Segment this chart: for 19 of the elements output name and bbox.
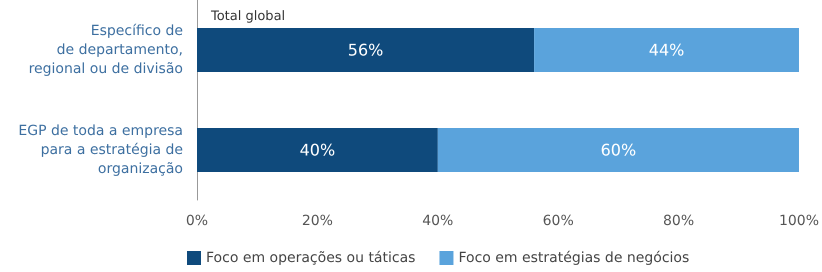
y-tick-label: EGP de toda a empresa para a estratégia de organização <box>18 123 183 177</box>
text: Total global <box>210 9 286 24</box>
x-tick-label: 20% <box>302 213 333 229</box>
data-label: 60% <box>600 140 636 160</box>
y-tick-label: Específico de de departamento, regional ou de divisão <box>28 23 183 77</box>
data-label: 44% <box>648 40 684 60</box>
x-tick-label: 0% <box>186 213 208 229</box>
bar <box>438 128 799 172</box>
x-tick-label: 100% <box>778 213 820 229</box>
bar <box>534 28 799 72</box>
data-label: 56% <box>348 40 384 60</box>
bar <box>197 28 534 72</box>
x-tick-label: 40% <box>422 213 454 229</box>
x-tick-label: 80% <box>663 213 694 229</box>
x-tick-label: 60% <box>542 213 574 229</box>
legend-label: Foco em estratégias de negócios <box>458 250 690 266</box>
data-label: 40% <box>300 140 336 160</box>
bar <box>197 128 438 172</box>
legend-label: Foco em operações ou táticas <box>206 250 416 266</box>
